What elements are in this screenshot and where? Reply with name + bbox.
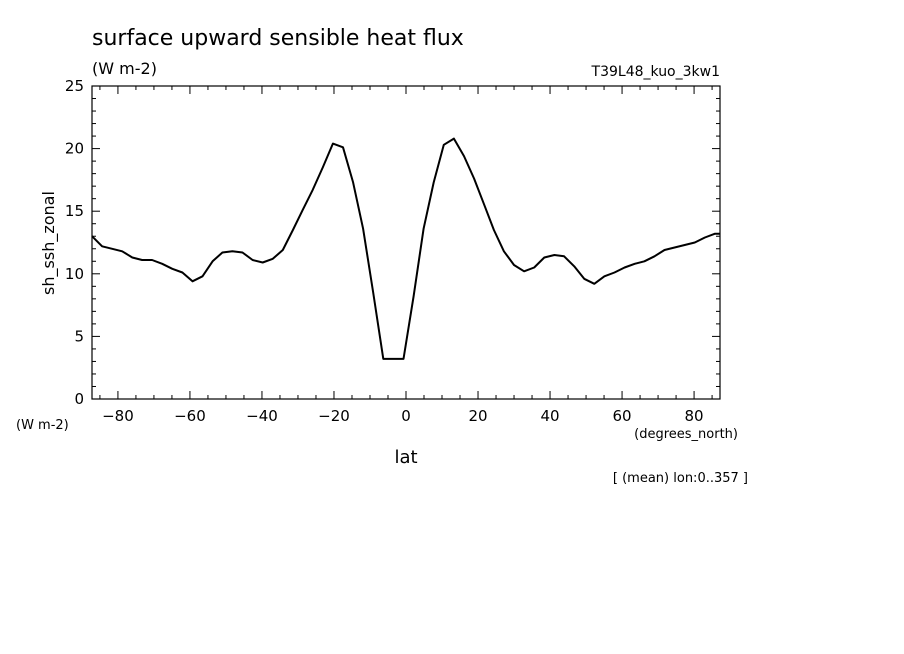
- y-tick-label: 25: [65, 77, 84, 95]
- x-tick-label: −80: [102, 407, 134, 425]
- x-tick-label: 60: [613, 407, 632, 425]
- tick-labels: −80 −60 −40 −20 0 20 40 60 80 0 5 10 15 20 25: [65, 77, 704, 425]
- plot-frame: [91, 85, 721, 400]
- x-tick-label: 40: [540, 407, 559, 425]
- x-axis-label: lat: [394, 447, 417, 468]
- x-tick-label: −40: [246, 407, 278, 425]
- x-tick-label: 20: [468, 407, 487, 425]
- chart-units: (W m-2): [92, 59, 157, 78]
- y-tick-label: 15: [65, 202, 84, 220]
- chart-title: surface upward sensible heat flux: [92, 26, 464, 51]
- x-tick-label: −20: [318, 407, 350, 425]
- y-tick-label: 20: [65, 140, 84, 158]
- x-tick-label: 0: [401, 407, 411, 425]
- x-axis-units: (degrees_north): [634, 427, 738, 442]
- series-line: [91, 137, 720, 360]
- run-label: T39L48_kuo_3kw1: [591, 64, 720, 80]
- x-tick-label: −60: [174, 407, 206, 425]
- axis-ticks: [92, 85, 720, 400]
- y-axis-label: sh_ssh_zonal: [39, 191, 59, 295]
- y-axis-units: (W m-2): [16, 418, 69, 433]
- footnote: [ (mean) lon:0..357 ]: [613, 471, 748, 486]
- x-tick-label: 80: [685, 407, 704, 425]
- y-tick-label: 5: [74, 327, 84, 345]
- y-tick-label: 0: [74, 390, 84, 408]
- y-tick-label: 10: [65, 265, 84, 283]
